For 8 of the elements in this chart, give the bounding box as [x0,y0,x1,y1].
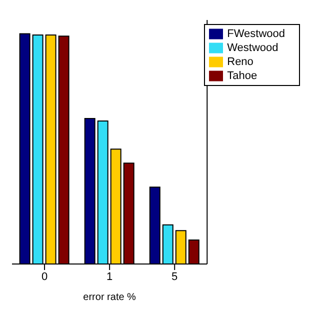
x-tick-label: 0 [41,270,48,283]
x-tick-label: 5 [172,270,178,283]
legend-label: Westwood [227,42,278,54]
legend-label: Tahoe [227,70,258,82]
x-axis-title: error rate % [83,292,136,303]
x-tick-label: 1 [106,270,113,283]
legend-label: Reno [227,56,254,68]
legend-label: FWestwood [227,28,285,40]
